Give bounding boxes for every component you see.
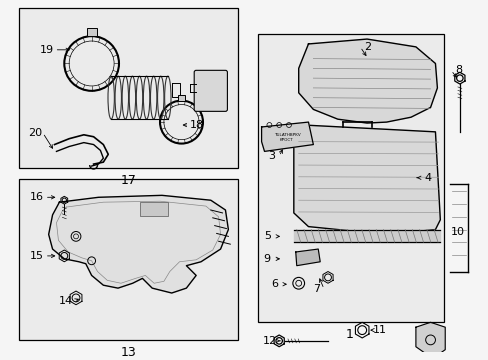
Bar [257,34,443,322]
Text: 17: 17 [121,174,137,187]
Text: 16: 16 [30,192,44,202]
Bar [140,202,167,216]
Text: 7: 7 [312,284,319,294]
Polygon shape [49,195,228,293]
Polygon shape [293,230,439,242]
Text: 10: 10 [450,228,464,238]
FancyBboxPatch shape [194,70,227,111]
Text: 15: 15 [30,251,44,261]
Bar [20,8,238,168]
Text: 5: 5 [264,231,270,241]
Bar [257,34,443,322]
Bar [86,28,96,36]
Bar [20,179,238,340]
Text: 4: 4 [423,173,430,183]
Text: 9: 9 [263,254,269,264]
Text: 6: 6 [270,279,277,289]
Polygon shape [293,125,439,234]
Polygon shape [295,249,320,266]
Bar [20,179,238,340]
Text: 19: 19 [40,45,54,55]
Text: 1: 1 [345,328,353,341]
Polygon shape [261,122,313,152]
Text: 14: 14 [59,296,73,306]
Text: 8: 8 [454,65,462,75]
Bar [177,95,185,100]
Bar [20,8,238,168]
Text: 2: 2 [364,42,371,52]
Text: 3: 3 [267,151,274,161]
Text: 13: 13 [121,346,136,359]
Text: 20: 20 [28,128,42,138]
Polygon shape [415,322,444,356]
Text: 12: 12 [262,336,276,346]
Text: 11: 11 [372,325,386,335]
Text: 18: 18 [190,120,204,130]
Text: TULATHBPKV
KPOCT: TULATHBPKV KPOCT [273,134,300,142]
Polygon shape [298,39,436,123]
